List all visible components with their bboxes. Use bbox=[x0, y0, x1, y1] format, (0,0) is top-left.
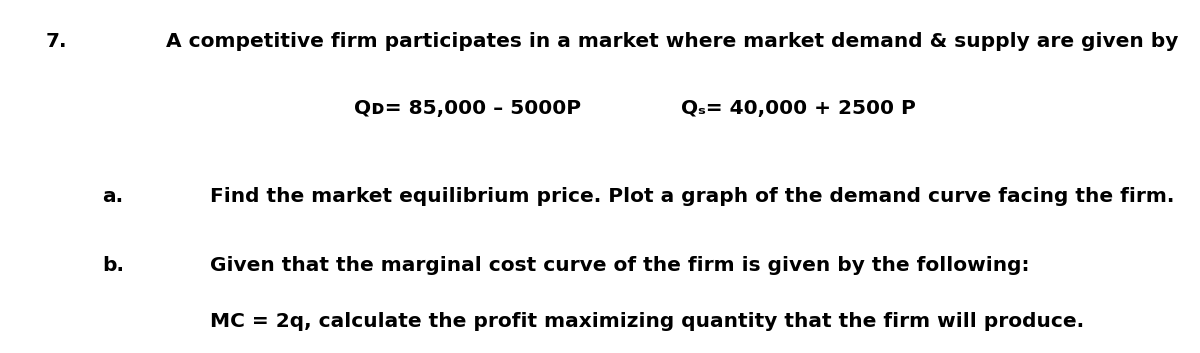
Text: A competitive firm participates in a market where market demand & supply are giv: A competitive firm participates in a mar… bbox=[166, 32, 1178, 51]
Text: a.: a. bbox=[102, 187, 124, 206]
Text: Qᴅ= 85,000 – 5000P: Qᴅ= 85,000 – 5000P bbox=[354, 99, 582, 118]
Text: MC = 2q, calculate the profit maximizing quantity that the firm will produce.: MC = 2q, calculate the profit maximizing… bbox=[210, 312, 1084, 331]
Text: 7.: 7. bbox=[46, 32, 67, 51]
Text: b.: b. bbox=[102, 256, 124, 275]
Text: Find the market equilibrium price. Plot a graph of the demand curve facing the f: Find the market equilibrium price. Plot … bbox=[210, 187, 1175, 206]
Text: Given that the marginal cost curve of the firm is given by the following:: Given that the marginal cost curve of th… bbox=[210, 256, 1030, 275]
Text: Qₛ= 40,000 + 2500 P: Qₛ= 40,000 + 2500 P bbox=[680, 99, 916, 118]
